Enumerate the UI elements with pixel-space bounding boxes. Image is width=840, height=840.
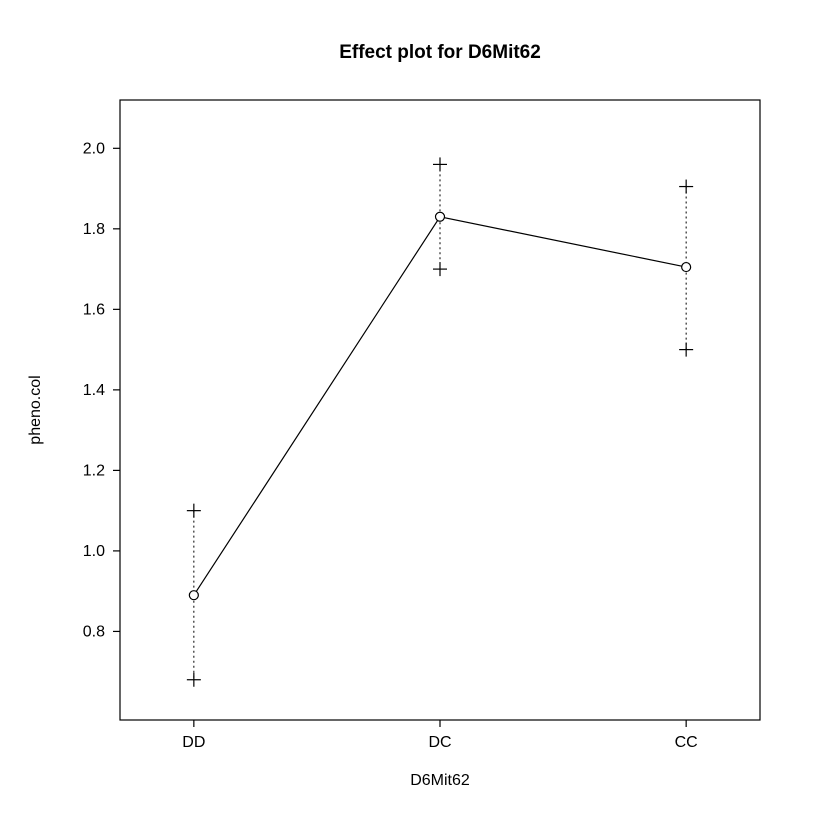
y-tick-label: 2.0 — [83, 140, 105, 157]
y-tick-label: 1.0 — [83, 543, 105, 560]
chart-title: Effect plot for D6Mit62 — [339, 42, 541, 63]
y-tick-label: 1.2 — [83, 462, 105, 479]
mean-marker — [682, 263, 691, 272]
x-axis-label: D6Mit62 — [410, 772, 470, 789]
x-tick-label: CC — [675, 734, 698, 751]
mean-marker — [189, 591, 198, 600]
y-tick-label: 1.4 — [83, 382, 105, 399]
effect-plot: Effect plot for D6Mit62 0.8 1.0 1.2 1.4 1.6 1.… — [0, 0, 840, 840]
mean-marker — [436, 212, 445, 221]
y-tick-label: 1.6 — [83, 301, 105, 318]
y-tick-label: 1.8 — [83, 221, 105, 238]
chart-background — [0, 0, 840, 840]
x-tick-label: DC — [428, 734, 451, 751]
x-tick-label: DD — [182, 734, 205, 751]
y-tick-label: 0.8 — [83, 623, 105, 640]
y-axis-label: pheno.col — [27, 375, 44, 444]
